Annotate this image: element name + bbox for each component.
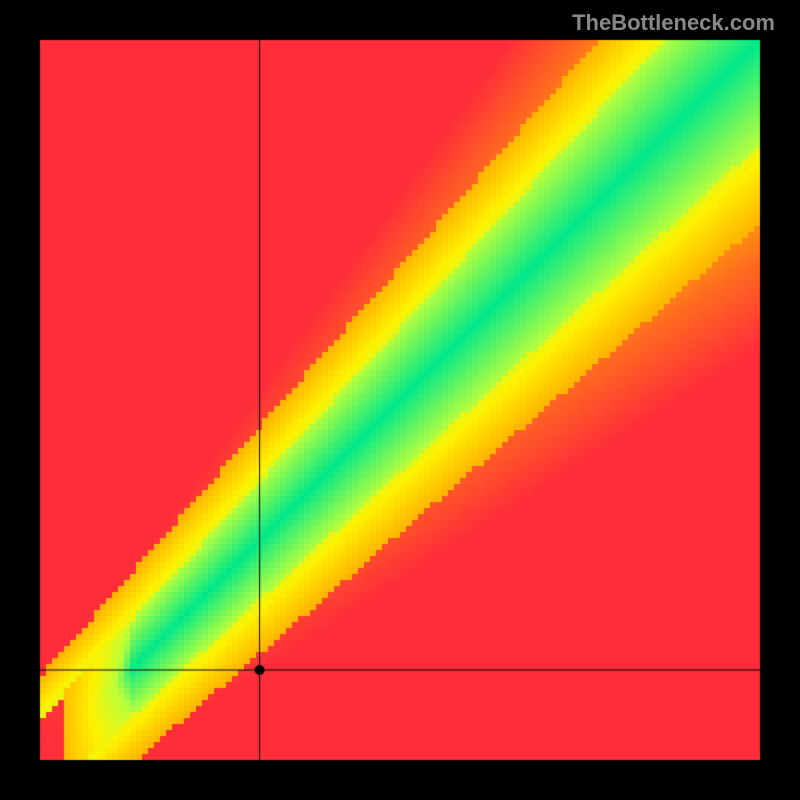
heatmap-canvas (0, 0, 800, 800)
chart-container: TheBottleneck.com (0, 0, 800, 800)
watermark-text: TheBottleneck.com (572, 10, 775, 36)
